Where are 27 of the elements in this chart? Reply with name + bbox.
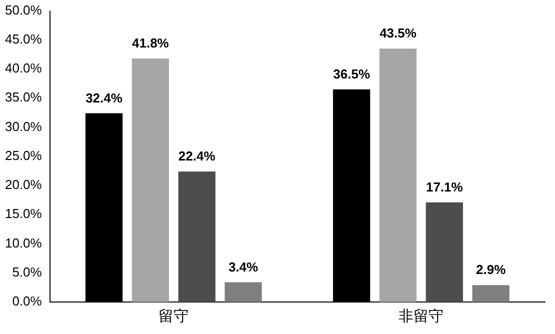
x-tick-label: 非留守 (398, 306, 444, 325)
x-tick-label: 留守 (158, 306, 189, 325)
data-label: 22.4% (178, 148, 216, 164)
y-tick-label: 50.0% (4, 2, 42, 18)
bar (224, 282, 262, 302)
y-tick-label: 40.0% (4, 60, 42, 76)
bar (426, 202, 463, 302)
data-label: 2.9% (476, 262, 506, 278)
bar (379, 48, 417, 302)
bar (472, 285, 510, 302)
y-tick-label: 20.0% (4, 177, 42, 192)
y-tick-label: 35.0% (4, 90, 42, 105)
y-tick-label: 15.0% (4, 206, 42, 222)
data-label: 3.4% (228, 259, 259, 274)
bar (178, 172, 216, 302)
data-label: 36.5% (333, 66, 370, 82)
data-label: 41.8% (132, 36, 170, 51)
y-tick-label: 30.0% (4, 118, 42, 134)
data-label: 43.5% (380, 26, 417, 41)
y-tick-label: 0.0% (12, 294, 42, 309)
y-tick-label: 25.0% (4, 148, 42, 163)
bar (132, 58, 170, 302)
data-label: 32.4% (86, 90, 123, 106)
y-tick-label: 5.0% (12, 264, 42, 280)
y-tick-label: 10.0% (4, 235, 42, 250)
data-label: 17.1% (426, 179, 464, 194)
y-tick-label: 45.0% (4, 32, 42, 46)
